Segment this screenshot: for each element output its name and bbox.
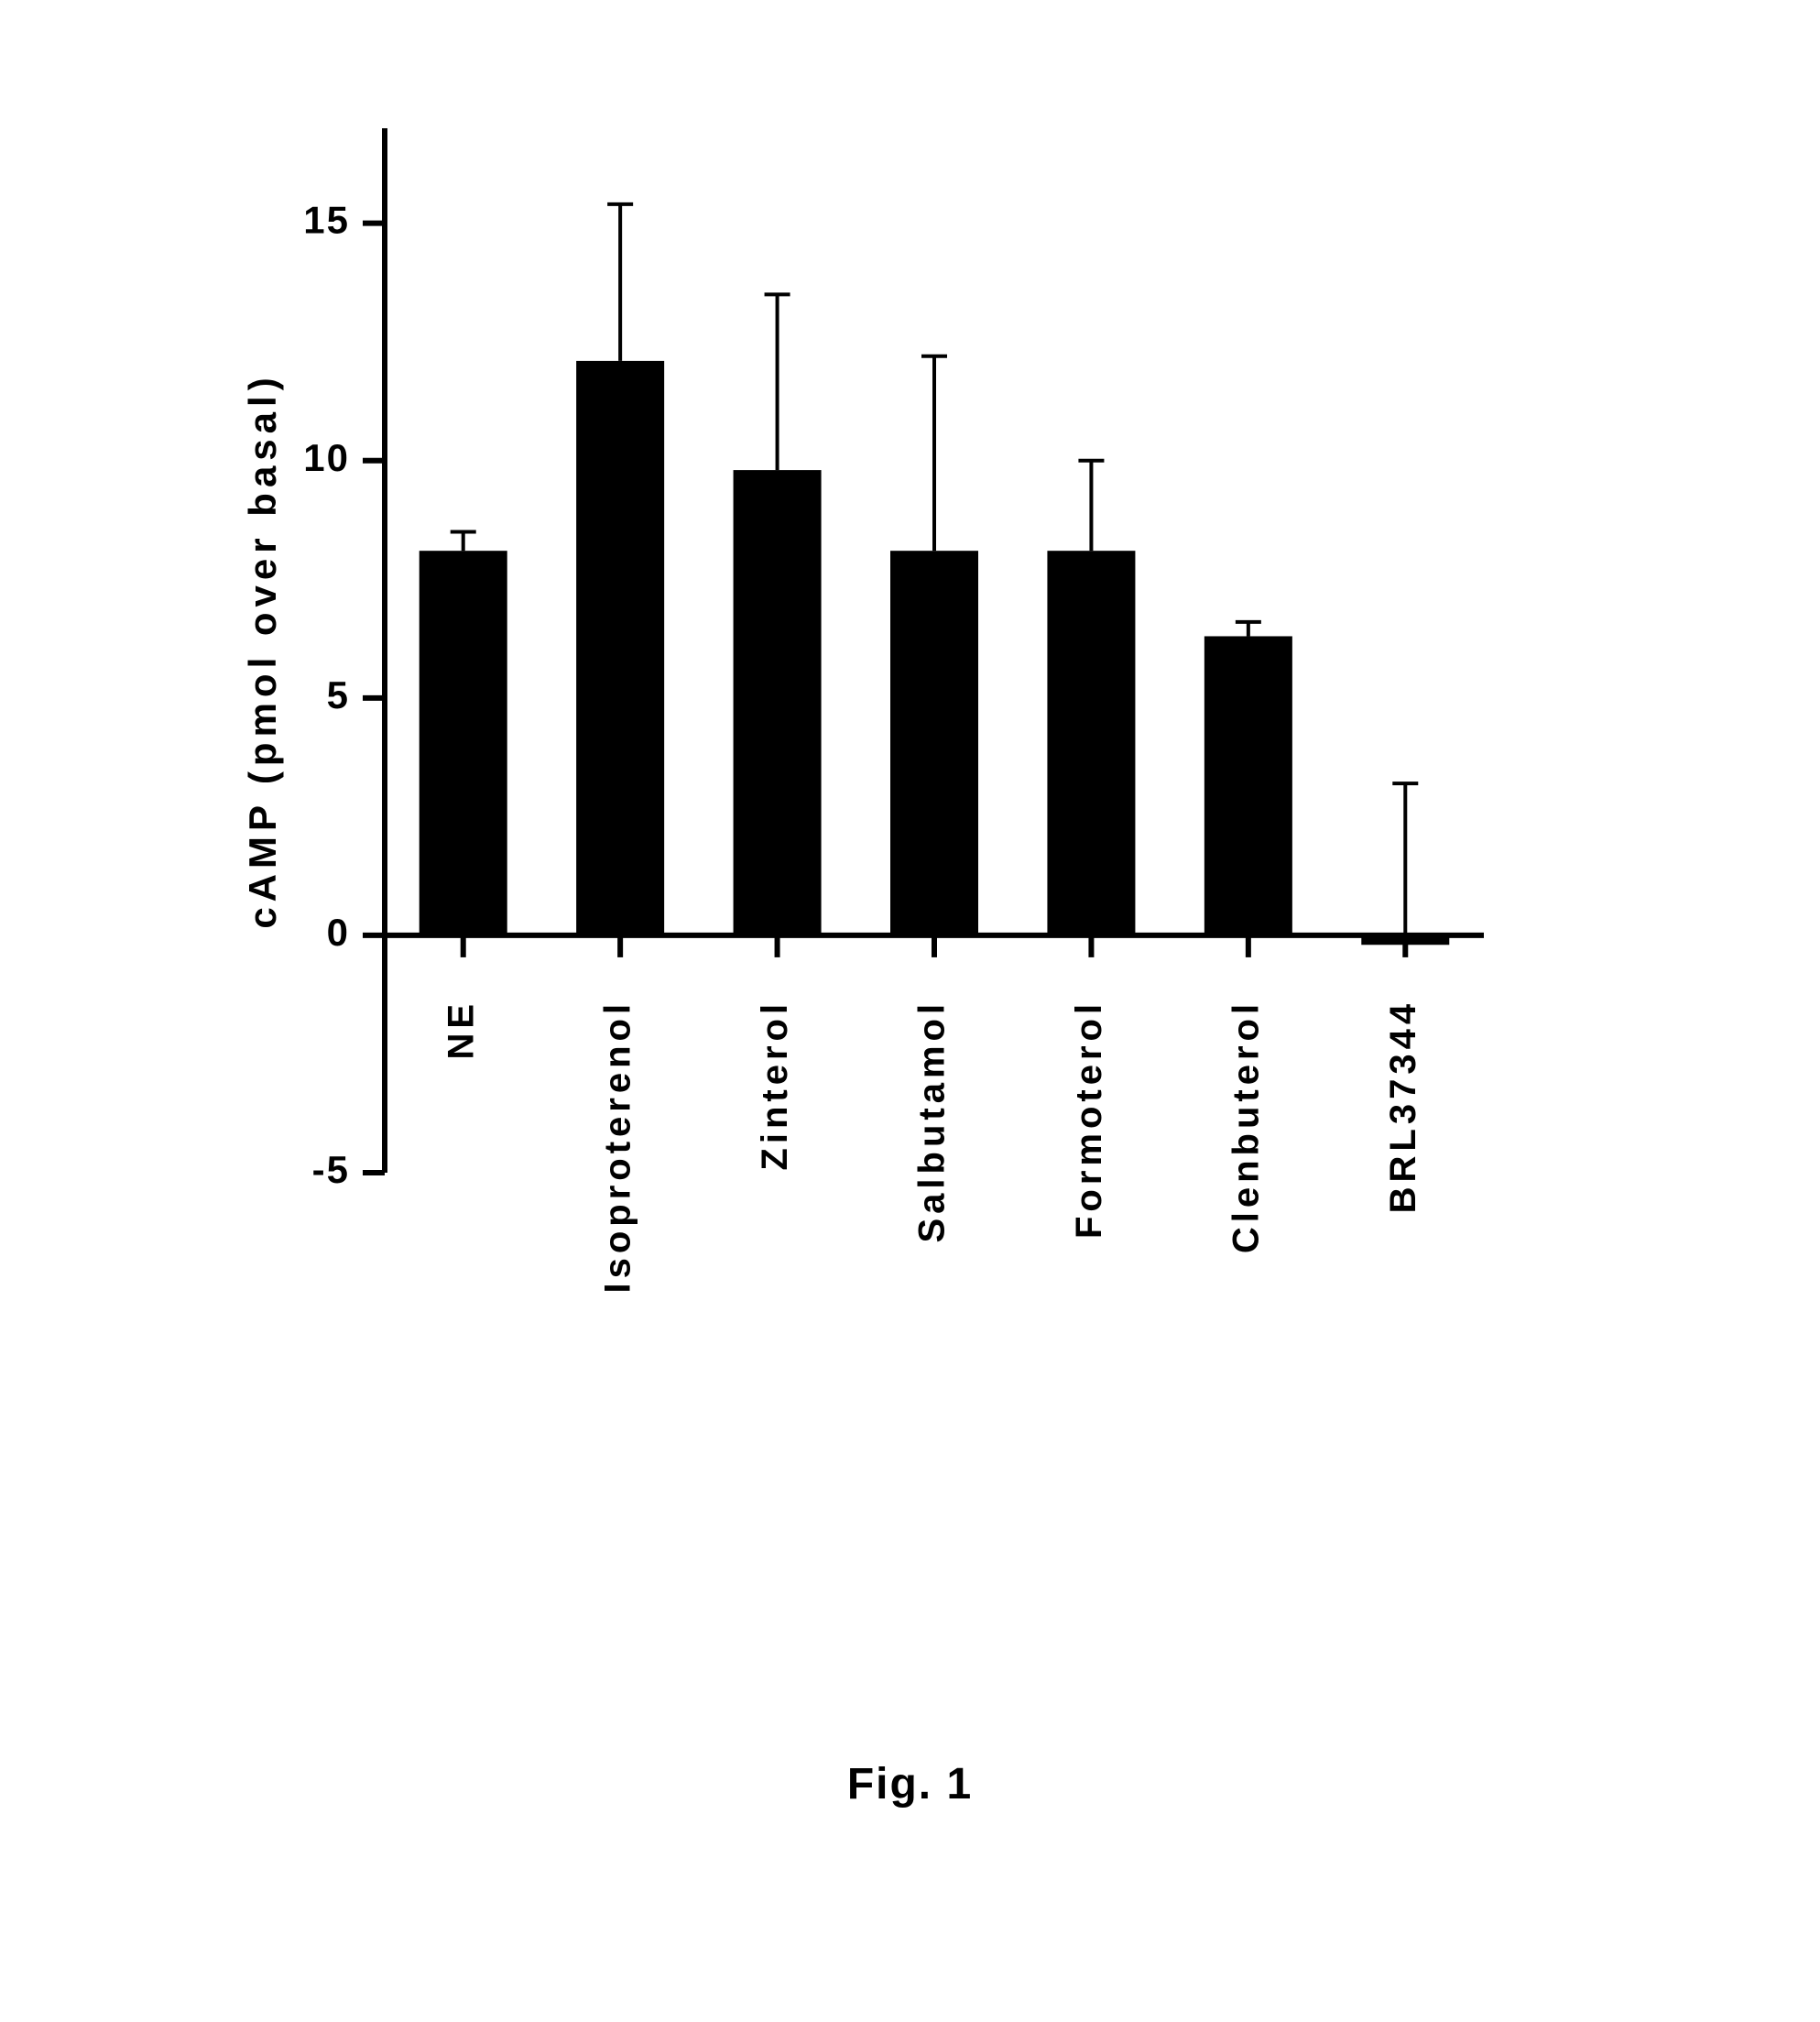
y-tick-label: 10 [303,436,350,479]
x-tick-label: Zinterol [755,1000,795,1171]
bar [420,551,507,935]
x-tick-label: Formoterol [1069,1000,1109,1239]
x-tick-label: Isoproterenol [598,1000,638,1294]
y-tick-label: 5 [327,673,350,716]
bar [890,551,978,935]
bar [576,361,664,935]
bar [1204,636,1292,934]
figure-caption: Fig. 1 [0,1759,1820,1809]
x-tick-label: NE [441,1000,481,1060]
bar-chart: -5 0 5 10 15 cAMP (pmol over basal) NE Isoprote… [238,110,1575,1667]
x-tick-label: Salbutamol [912,1000,953,1243]
bar [734,470,822,935]
y-tick-label: -5 [312,1148,350,1191]
x-tick-label: BRL37344 [1383,1000,1423,1213]
x-tick-label: Clenbuterol [1226,1000,1266,1253]
bar [1047,551,1135,935]
y-axis-label: cAMP (pmol over basal) [241,372,284,928]
y-tick-label: 15 [303,199,350,242]
chart-container: -5 0 5 10 15 cAMP (pmol over basal) NE Isoprote… [238,110,1575,1667]
y-tick-label: 0 [327,911,350,954]
page: -5 0 5 10 15 cAMP (pmol over basal) NE Isoprote… [0,0,1820,2022]
